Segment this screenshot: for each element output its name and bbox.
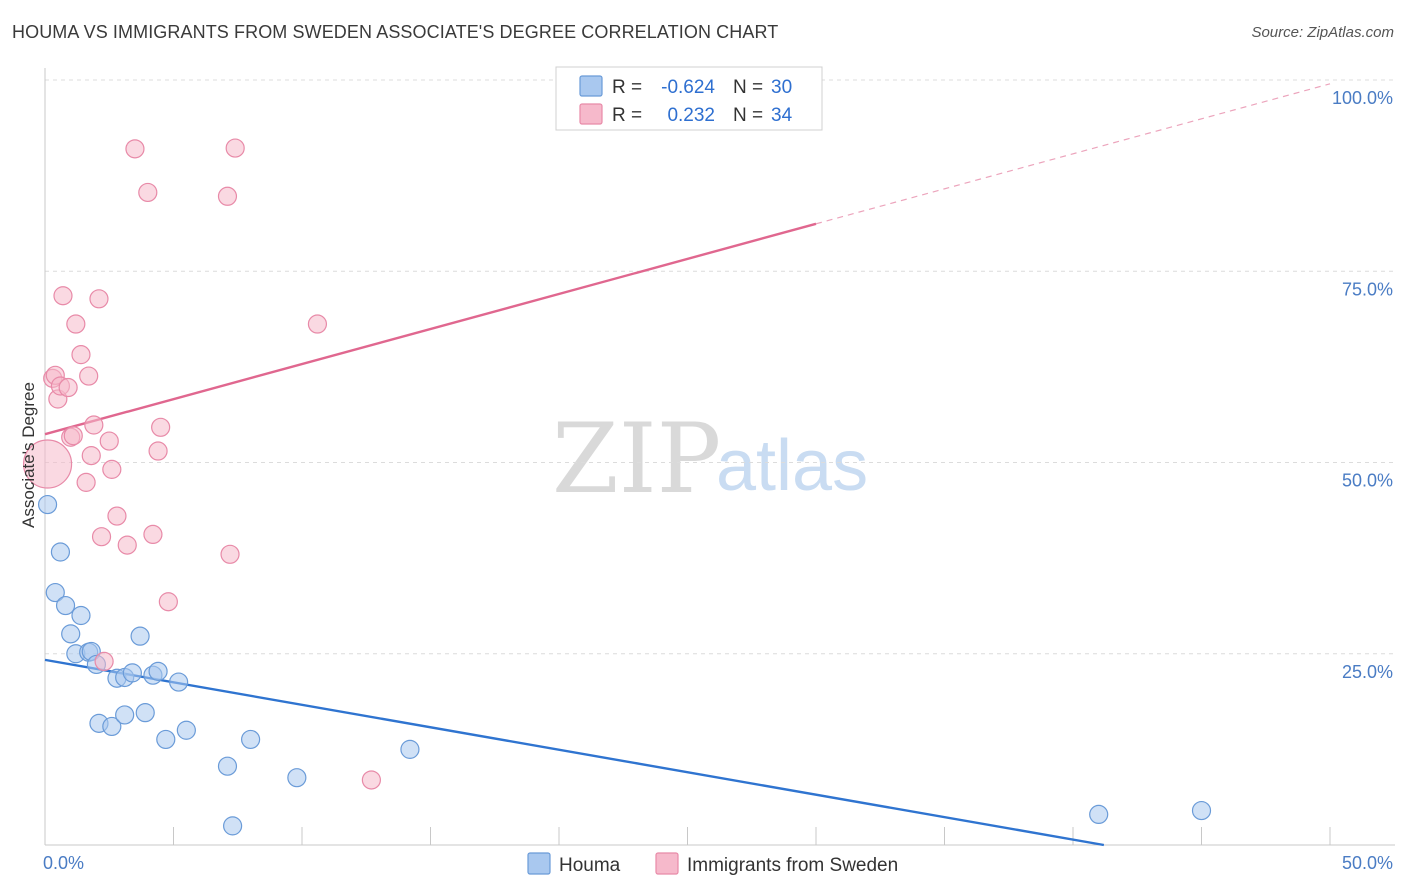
houma-point-21: [156, 729, 176, 750]
sweden-point-9: [66, 314, 86, 334]
legend-swatch-houma: [579, 75, 603, 97]
y-axis-label: Associate's Degree: [19, 382, 38, 528]
sweden-point-21: [125, 139, 145, 159]
legend-r-value-sweden: 0.232: [667, 105, 715, 126]
sweden-point-11: [76, 472, 96, 492]
sweden-point-10: [71, 345, 91, 365]
sweden-point-29: [225, 138, 245, 158]
sweden-point-20: [117, 535, 137, 555]
houma-point-4: [71, 605, 91, 626]
series-legend: Houma Immigrants from Sweden: [527, 852, 898, 876]
sweden-point-15: [89, 289, 109, 309]
sweden-point-16: [91, 527, 112, 547]
sweden-trend-line: [44, 222, 817, 436]
bottom-legend-label-houma: Houma: [559, 855, 621, 876]
tick-labels: 25.0% 50.0% 75.0% 100.0% 0.0% 50.0%: [43, 88, 1393, 873]
houma-point-0: [37, 494, 58, 515]
grid-lines: [45, 79, 1395, 655]
y-tick-label-2: 75.0%: [1342, 279, 1393, 299]
houma-point-1: [50, 542, 71, 562]
sweden-point-32: [94, 651, 114, 672]
legend-r-label-houma: R =: [612, 77, 642, 98]
legend-n-value-sweden: 34: [771, 105, 793, 126]
sweden-point-25: [151, 417, 171, 437]
sweden-point-26: [158, 592, 178, 612]
sweden-point-0: [22, 439, 73, 489]
houma-point-15: [148, 661, 168, 681]
houma-point-22: [176, 720, 196, 740]
houma-trend-line: [44, 658, 1105, 847]
sweden-point-28: [220, 544, 240, 564]
houma-point-26: [400, 739, 420, 759]
houma-point-20: [135, 703, 155, 723]
sweden-point-12: [79, 366, 99, 386]
houma-point-25: [287, 768, 307, 788]
houma-point-24: [241, 729, 261, 750]
y-tick-label-1: 50.0%: [1342, 471, 1393, 491]
houma-point-16: [169, 672, 189, 692]
houma-point-5: [61, 624, 81, 644]
bottom-legend-swatch-houma: [527, 852, 551, 875]
data-points: [22, 70, 1212, 836]
sweden-point-22: [138, 182, 158, 203]
y-tick-label-0: 25.0%: [1342, 662, 1393, 682]
sweden-point-14: [84, 415, 104, 435]
houma-point-19: [115, 705, 135, 725]
sweden-point-13: [81, 446, 101, 466]
sweden-point-23: [143, 524, 163, 545]
sweden-point-31: [361, 770, 381, 790]
houma-point-2: [45, 582, 65, 603]
legend-r-label-sweden: R =: [612, 105, 642, 126]
sweden-point-27: [217, 186, 238, 206]
houma-point-18: [102, 716, 122, 737]
legend-n-value-houma: 30: [771, 77, 792, 98]
sweden-point-5: [53, 286, 73, 306]
trend-lines: [44, 83, 1331, 847]
legend-swatch-sweden: [579, 103, 603, 125]
houma-point-23: [217, 756, 238, 776]
sweden-point-6: [58, 377, 78, 398]
y-tick-label-3: 100.0%: [1332, 88, 1393, 108]
chart-title: HOUMA VS IMMIGRANTS FROM SWEDEN ASSOCIAT…: [12, 22, 779, 42]
houma-point-27: [223, 816, 243, 836]
sweden-trend-extension: [815, 83, 1331, 225]
sweden-point-18: [102, 459, 122, 479]
bottom-legend-swatch-sweden: [655, 852, 679, 875]
legend-r-value-houma: -0.624: [661, 77, 715, 98]
legend-n-label-houma: N =: [733, 77, 763, 98]
sweden-point-19: [107, 506, 127, 526]
houma-point-29: [1191, 800, 1212, 821]
sweden-point-30: [307, 314, 328, 334]
watermark-atlas: atlas: [716, 426, 868, 506]
legend-n-label-sweden: N =: [733, 105, 763, 126]
houma-point-28: [1089, 804, 1109, 825]
houma-point-12: [122, 663, 142, 683]
bottom-legend-label-sweden: Immigrants from Sweden: [687, 855, 898, 876]
sweden-point-8: [63, 426, 83, 446]
correlation-legend: R = -0.624 N = 30 R = 0.232 N = 34: [555, 66, 823, 131]
sweden-point-24: [148, 441, 168, 461]
watermark-zip: ZIP: [552, 403, 721, 515]
source-label: Source: ZipAtlas.com: [1251, 24, 1394, 41]
sweden-point-17: [99, 431, 119, 451]
houma-point-3: [55, 595, 76, 616]
houma-point-13: [130, 626, 150, 646]
x-tick-label-0: 0.0%: [43, 853, 84, 873]
x-tick-label-1: 50.0%: [1342, 853, 1393, 873]
